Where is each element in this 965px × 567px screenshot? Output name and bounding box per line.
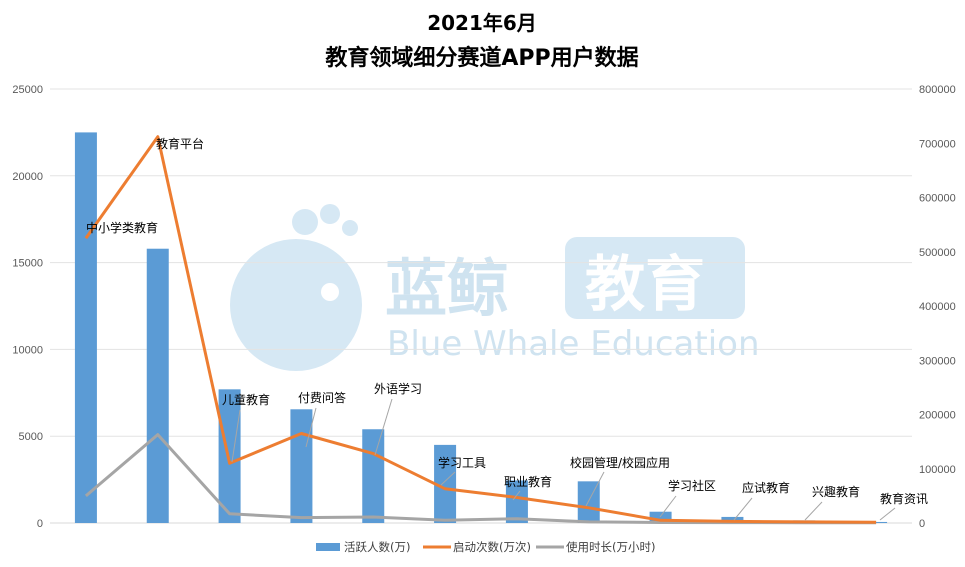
category-label: 儿童教育 bbox=[222, 392, 270, 407]
category-label: 学习工具 bbox=[438, 455, 486, 470]
label-leader-line bbox=[374, 398, 393, 456]
y-left-tick-label: 5000 bbox=[19, 431, 43, 443]
y-right-tick-label: 0 bbox=[919, 518, 925, 530]
y-axis-right: 0 100000 200000 300000 400000 500000 600000 700… bbox=[919, 84, 956, 530]
y-left-tick-label: 25000 bbox=[12, 84, 43, 96]
bar bbox=[290, 409, 313, 523]
y-right-tick-label: 700000 bbox=[919, 138, 956, 150]
y-axis-left: 0 5000 10000 15000 20000 25000 bbox=[12, 84, 43, 530]
y-left-tick-label: 0 bbox=[37, 518, 43, 530]
label-leader-line bbox=[804, 501, 823, 521]
category-label: 教育平台 bbox=[156, 136, 204, 151]
category-label: 校园管理/校园应用 bbox=[570, 455, 670, 470]
category-label: 兴趣教育 bbox=[812, 484, 860, 499]
watermark-whale-spray-3 bbox=[342, 220, 358, 236]
label-leader-line bbox=[512, 490, 521, 501]
legend: 活跃人数(万) 启动次数(万次) 使用时长(万小时) bbox=[316, 540, 655, 554]
legend-label: 使用时长(万小时) bbox=[566, 540, 655, 554]
category-label: 付费问答 bbox=[298, 390, 346, 405]
y-right-tick-label: 400000 bbox=[919, 301, 956, 313]
label-leader-line bbox=[879, 507, 896, 521]
category-label: 应试教育 bbox=[742, 480, 790, 495]
legend-swatch bbox=[316, 543, 340, 551]
category-label: 职业教育 bbox=[504, 474, 552, 489]
category-label: 外语学习 bbox=[374, 381, 422, 396]
y-right-tick-label: 500000 bbox=[919, 247, 956, 259]
y-right-tick-label: 200000 bbox=[919, 410, 956, 422]
chart-title-line2: 教育领域细分赛道APP用户数据 bbox=[325, 45, 638, 71]
category-label: 中小学类教育 bbox=[86, 220, 158, 235]
y-right-tick-label: 300000 bbox=[919, 355, 956, 367]
watermark-whale-body bbox=[230, 239, 362, 371]
legend-label: 启动次数(万次) bbox=[453, 540, 531, 554]
bar bbox=[218, 389, 241, 523]
label-leader-line bbox=[585, 471, 605, 507]
series-line bbox=[84, 135, 877, 524]
y-left-tick-label: 15000 bbox=[12, 258, 43, 270]
bar bbox=[505, 480, 528, 523]
gridlines bbox=[50, 88, 912, 437]
y-right-tick-label: 100000 bbox=[919, 464, 956, 476]
y-right-tick-label: 800000 bbox=[919, 84, 956, 96]
y-left-tick-label: 10000 bbox=[12, 344, 43, 356]
watermark-whale-eye bbox=[321, 283, 339, 301]
watermark-edu-box bbox=[565, 237, 745, 319]
y-right-tick-label: 600000 bbox=[919, 193, 956, 205]
watermark-text-en: Blue Whale Education bbox=[387, 324, 760, 364]
bar bbox=[146, 248, 169, 523]
watermark-whale-spray-1 bbox=[292, 209, 318, 235]
category-label: 学习社区 bbox=[668, 478, 716, 493]
watermark: 蓝鲸 教育 Blue Whale Education bbox=[230, 204, 760, 371]
y-left-tick-label: 20000 bbox=[12, 171, 43, 183]
label-leader-line bbox=[305, 407, 317, 448]
bar bbox=[649, 511, 672, 523]
bar bbox=[362, 429, 385, 523]
line-series bbox=[84, 135, 877, 525]
label-leader-line bbox=[440, 471, 456, 486]
bar bbox=[434, 444, 457, 523]
chart-title-line1: 2021年6月 bbox=[427, 11, 537, 35]
bar bbox=[577, 481, 600, 523]
category-label: 教育资讯 bbox=[880, 491, 928, 506]
watermark-text-edu: 教育 bbox=[585, 250, 705, 320]
bar bbox=[74, 132, 97, 523]
label-leader-line bbox=[231, 409, 241, 463]
legend-label: 活跃人数(万) bbox=[344, 540, 410, 554]
watermark-whale-spray-2 bbox=[320, 204, 340, 224]
label-leader-line bbox=[659, 495, 677, 518]
watermark-text-cn: 蓝鲸 bbox=[385, 252, 509, 325]
label-leader-line bbox=[733, 497, 753, 521]
series-line bbox=[84, 433, 877, 525]
